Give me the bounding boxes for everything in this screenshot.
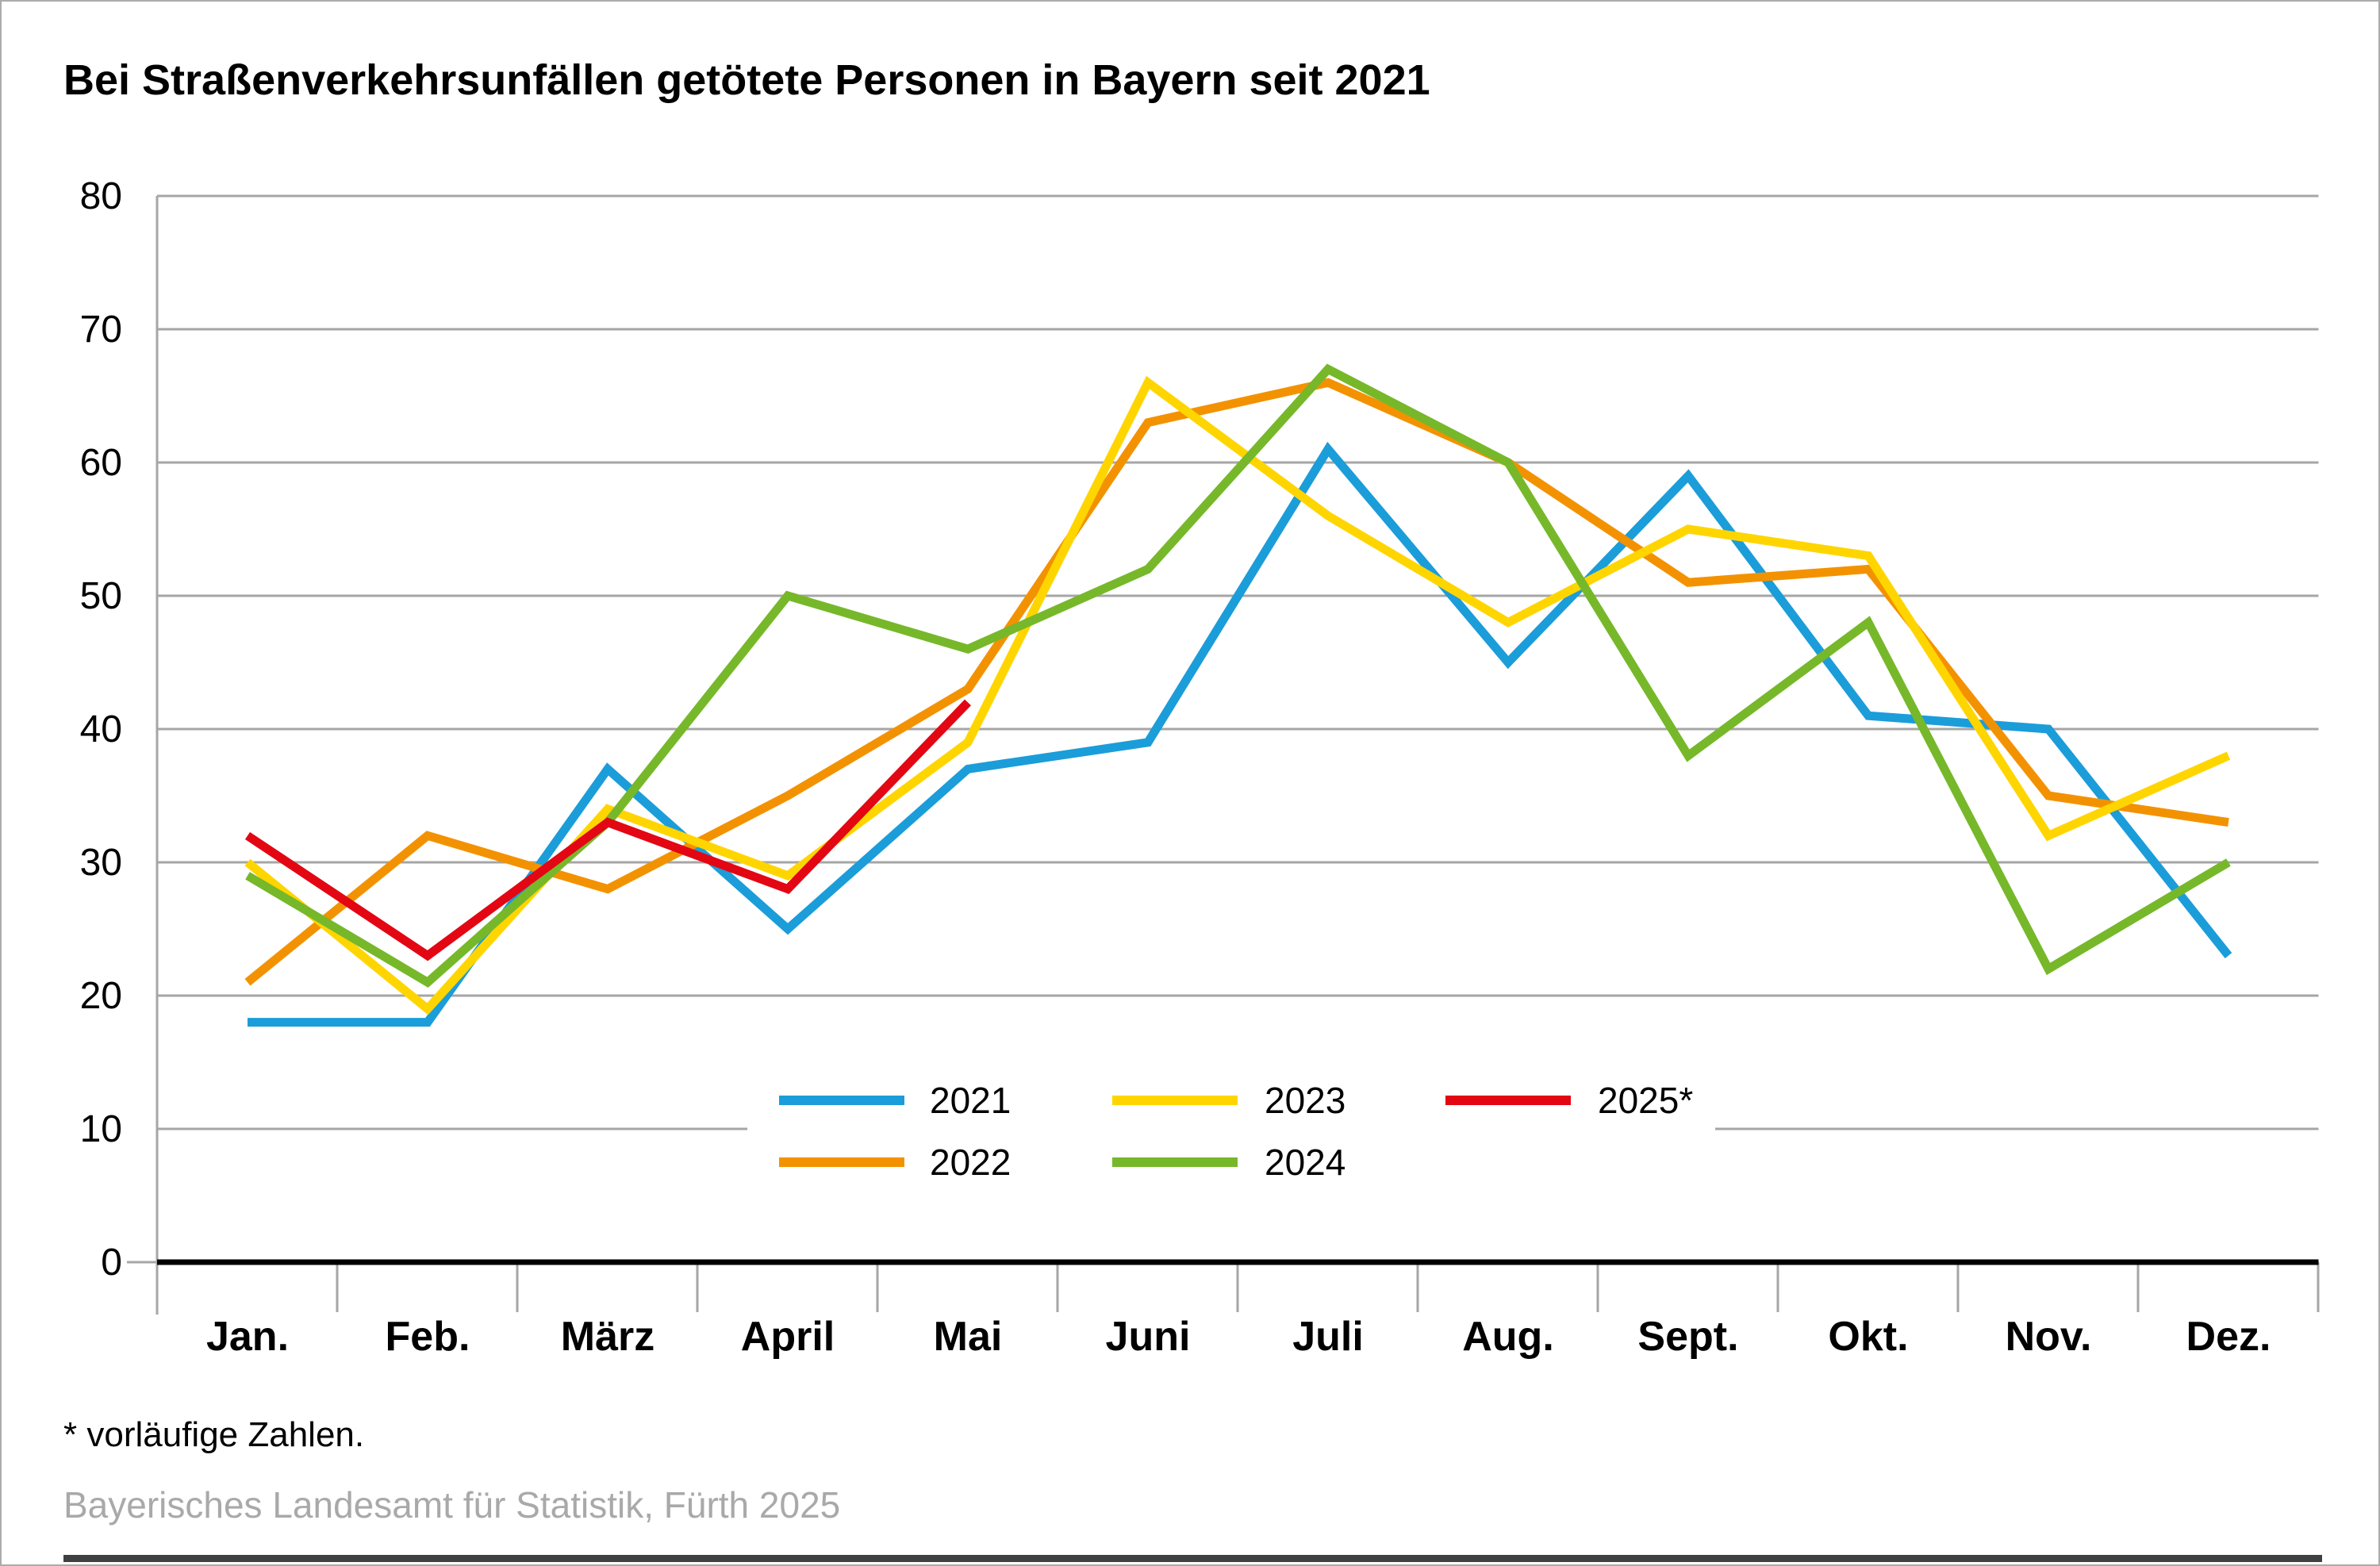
y-tick-label-30: 30 bbox=[80, 842, 122, 884]
y-tick-label-10: 10 bbox=[80, 1108, 122, 1150]
legend-swatch-2022 bbox=[779, 1157, 904, 1167]
legend-label-2021: 2021 bbox=[930, 1080, 1011, 1121]
series-line-2025 bbox=[244, 699, 971, 961]
legend-label-2024: 2024 bbox=[1265, 1142, 1345, 1183]
x-tick-label-Mai: Mai bbox=[934, 1314, 1003, 1360]
source-credit: Bayerisches Landesamt für Statistik, Für… bbox=[63, 1484, 841, 1526]
y-tick-label-60: 60 bbox=[80, 442, 122, 484]
series-line-2023 bbox=[244, 375, 2231, 1015]
x-tick-label-Jan.: Jan. bbox=[206, 1314, 289, 1360]
legend-label-2025: 2025* bbox=[1598, 1080, 1693, 1121]
x-tick-label-April: April bbox=[741, 1314, 835, 1360]
x-tick-label-Okt.: Okt. bbox=[1828, 1314, 1908, 1360]
series-line-2021 bbox=[248, 441, 2232, 1027]
x-tick-label-Sept.: Sept. bbox=[1637, 1314, 1738, 1360]
series-line-2024 bbox=[245, 363, 2231, 988]
x-tick-label-Feb.: Feb. bbox=[386, 1314, 470, 1360]
legend-swatch-2025 bbox=[1445, 1096, 1571, 1105]
x-tick-label-Nov.: Nov. bbox=[2006, 1314, 2092, 1360]
x-tick-label-Aug.: Aug. bbox=[1462, 1314, 1554, 1360]
x-tick-label-Juni: Juni bbox=[1106, 1314, 1191, 1360]
chart-title: Bei Straßenverkehrsunfällen getötete Per… bbox=[63, 56, 1430, 104]
legend-swatch-2023 bbox=[1112, 1096, 1238, 1105]
y-tick-label-80: 80 bbox=[80, 175, 122, 217]
legend-swatch-2024 bbox=[1112, 1157, 1238, 1167]
x-tick-label-Dez.: Dez. bbox=[2186, 1314, 2271, 1360]
legend-box bbox=[747, 1069, 1715, 1211]
y-tick-label-70: 70 bbox=[80, 309, 122, 351]
legend-label-2023: 2023 bbox=[1265, 1080, 1345, 1121]
y-tick-label-20: 20 bbox=[80, 975, 122, 1017]
bottom-divider-bar bbox=[63, 1555, 2322, 1562]
y-tick-label-50: 50 bbox=[80, 575, 122, 617]
footnote: * vorläufige Zahlen. bbox=[63, 1415, 365, 1454]
y-tick-label-0: 0 bbox=[101, 1242, 122, 1284]
y-tick-label-40: 40 bbox=[80, 708, 122, 750]
legend-label-2022: 2022 bbox=[930, 1142, 1011, 1183]
x-tick-label-März: März bbox=[561, 1314, 654, 1360]
x-tick-label-Juli: Juli bbox=[1292, 1314, 1364, 1360]
legend-swatch-2021 bbox=[779, 1096, 904, 1105]
